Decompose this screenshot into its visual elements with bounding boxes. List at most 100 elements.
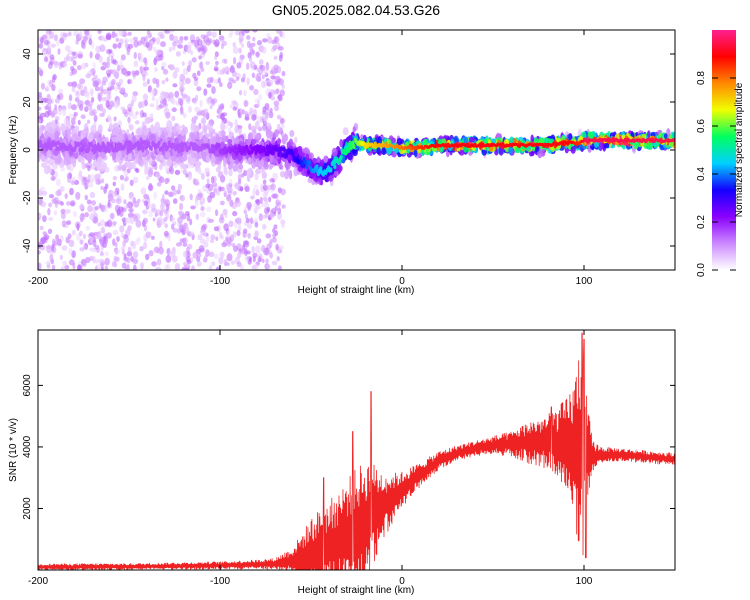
spectrogram-band-mark — [143, 129, 148, 136]
spectrogram-scatter-mark — [123, 199, 127, 205]
spectrogram-scatter-mark — [119, 87, 125, 94]
spectrogram-scatter-mark — [70, 180, 76, 185]
spectrogram-band-mark — [292, 147, 299, 154]
spectrogram-band-mark — [115, 134, 119, 145]
spectrogram-scatter-mark — [185, 211, 190, 216]
spectrogram-scatter-mark — [148, 167, 154, 175]
spectrogram-scatter-mark — [168, 46, 173, 53]
spectrogram-scatter-mark — [217, 170, 224, 179]
spectrogram-scatter-mark — [165, 112, 171, 120]
spectrogram-scatter-mark — [273, 64, 279, 70]
spectrogram-band-mark — [48, 158, 54, 166]
snr-y-tick-label: 6000 — [22, 374, 33, 397]
spectrogram-scatter-mark — [233, 220, 238, 229]
spectrogram-ridge-mark — [83, 142, 87, 148]
spectrogram-scatter-mark — [144, 167, 148, 175]
spectrogram-scatter-mark — [38, 118, 41, 124]
spectrogram-scatter-mark — [189, 193, 193, 201]
spectrogram-band-mark — [530, 134, 534, 144]
spectrogram-band-mark — [133, 152, 140, 158]
colorbar-label: Normalized spectral amplitude — [734, 82, 745, 217]
spectrogram-ridge-mark — [319, 166, 323, 172]
spectrogram-band-mark — [223, 166, 228, 174]
spectrogram-scatter-mark — [99, 44, 106, 52]
snr-x-label: Height of straight line (km) — [298, 585, 415, 596]
spectrogram-scatter-mark — [145, 205, 149, 210]
spectrogram-band-mark — [144, 159, 148, 169]
spectrogram-scatter-mark — [236, 217, 241, 223]
spectrogram-band-mark — [352, 149, 358, 157]
spectrogram-scatter-mark — [194, 115, 199, 120]
spectrogram-scatter-mark — [158, 104, 164, 109]
spectrogram-scatter-mark — [198, 55, 202, 60]
spectrogram-ridge-mark — [259, 144, 263, 150]
spectrogram-scatter-mark — [132, 176, 139, 184]
spectrogram-band-mark — [190, 155, 195, 166]
spectrogram-scatter-mark — [230, 30, 234, 36]
spectrogram-ridge-mark — [147, 140, 151, 146]
spectrogram-scatter-mark — [274, 80, 281, 86]
spectrogram-scatter-mark — [181, 124, 186, 130]
spectrogram-band-mark — [211, 137, 216, 145]
spectrogram-scatter-mark — [133, 40, 139, 48]
spectrogram-scatter-mark — [47, 228, 53, 234]
spectrogram-scatter-mark — [161, 66, 165, 71]
spectrogram-scatter-mark — [261, 46, 267, 54]
spectrogram-scatter-mark — [63, 56, 68, 64]
spectrogram-band-mark — [54, 130, 59, 141]
spectrogram-band-mark — [386, 146, 392, 155]
spectrogram-band-mark — [284, 170, 290, 180]
spectrogram-band-mark — [74, 125, 80, 134]
spectrogram-band-mark — [43, 165, 50, 175]
spectrogram-scatter-mark — [60, 212, 66, 220]
spectrogram-scatter-mark — [124, 219, 129, 224]
spectrogram-scatter-mark — [38, 67, 42, 72]
spectrogram-band-mark — [250, 139, 257, 145]
spectrogram-scatter-mark — [51, 110, 55, 117]
spectrogram-scatter-mark — [100, 185, 104, 191]
spectrogram-scatter-mark — [154, 67, 158, 72]
spectrogram-scatter-mark — [263, 117, 268, 125]
spectrogram-scatter-mark — [85, 225, 91, 231]
spectrogram-scatter-mark — [168, 191, 173, 198]
spectrogram-scatter-mark — [183, 113, 187, 119]
spectrogram-ridge-mark — [89, 141, 94, 147]
spectrogram-scatter-mark — [206, 77, 212, 84]
spectrogram-scatter-mark — [198, 192, 204, 198]
spectrogram-scatter-mark — [244, 248, 248, 257]
spectrogram-scatter-mark — [209, 191, 216, 199]
spectrogram-band-mark — [113, 126, 120, 136]
spectrogram-scatter-mark — [57, 48, 61, 55]
spectrogram-band-mark — [265, 129, 272, 139]
spectrogram-scatter-mark — [218, 256, 224, 265]
spectrogram-scatter-mark — [246, 77, 250, 86]
spectrogram-scatter-mark — [116, 198, 122, 205]
spectrogram-scatter-mark — [63, 62, 68, 68]
spectrogram-scatter-mark — [71, 250, 76, 259]
spectrogram-band-mark — [254, 120, 260, 130]
spectrogram-scatter-mark — [41, 47, 47, 55]
spectrogram-scatter-mark — [39, 225, 44, 231]
spectrogram-scatter-mark — [160, 202, 165, 211]
spectrogram-ridge-mark — [339, 154, 343, 160]
colorbar-gradient — [712, 30, 736, 270]
spectrogram-band-mark — [102, 162, 107, 170]
spectrogram-x-tick-label: -200 — [28, 276, 48, 287]
spectrogram-scatter-mark — [162, 68, 169, 75]
colorbar-tick-label: 0.4 — [696, 167, 707, 181]
spectrogram-ridge-mark — [209, 148, 213, 154]
spectrogram-scatter-mark — [258, 59, 264, 65]
spectrogram-scatter-mark — [86, 199, 92, 205]
spectrogram-band-mark — [271, 137, 275, 146]
spectrogram-band-mark — [294, 136, 298, 144]
spectrogram-scatter-mark — [77, 53, 83, 59]
spectrogram-ridge-mark — [207, 144, 211, 150]
spectrogram-scatter-mark — [268, 240, 273, 249]
spectrogram-scatter-mark — [165, 254, 172, 263]
spectrogram-scatter-mark — [181, 81, 185, 86]
spectrogram-scatter-mark — [220, 103, 224, 111]
spectrogram-scatter-mark — [161, 91, 167, 97]
spectrogram-scatter-mark — [82, 233, 87, 240]
spectrogram-scatter-mark — [101, 108, 106, 115]
